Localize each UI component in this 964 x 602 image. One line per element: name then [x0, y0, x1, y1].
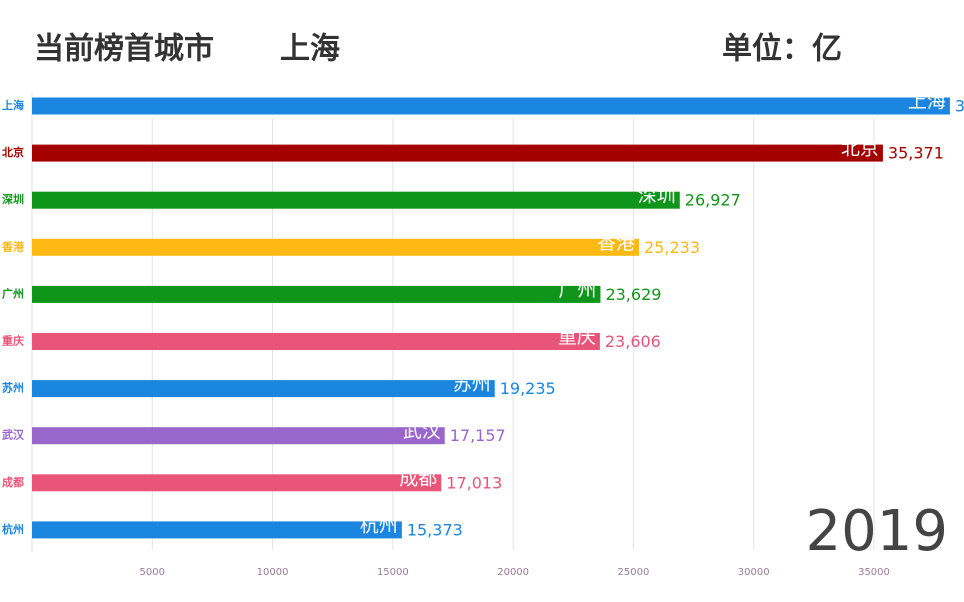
bar [32, 144, 883, 162]
x-tick-label: 25000 [618, 567, 650, 578]
x-tick-label: 30000 [738, 567, 770, 578]
bar [32, 333, 600, 350]
value-label: 17,157 [450, 426, 506, 445]
value-label: 23,629 [605, 285, 661, 304]
bar [32, 191, 680, 209]
value-label: 17,013 [446, 473, 502, 492]
y-tick-label: 武汉 [2, 428, 25, 442]
y-tick-label: 广州 [2, 286, 24, 300]
bar [32, 380, 495, 398]
bar-name: 广州 [558, 279, 596, 301]
value-label: 38,155 [955, 97, 964, 116]
leader: 上海 [280, 32, 340, 67]
x-tick-label: 35000 [858, 567, 890, 578]
y-tick-label: 深圳 [2, 192, 24, 206]
bar-name: 成都 [399, 467, 437, 489]
bar [32, 97, 950, 115]
y-tick-label: 杭州 [2, 522, 24, 536]
bar-name: 重庆 [558, 326, 596, 348]
bar-name: 苏州 [453, 373, 491, 395]
value-label: 19,235 [500, 379, 556, 398]
unit: 单位：亿 [722, 32, 842, 67]
bar-name: 杭州 [360, 514, 398, 536]
value-label: 26,927 [685, 191, 741, 210]
bar-name: 深圳 [638, 185, 676, 207]
bar-name: 上海 [908, 91, 946, 113]
y-tick-label: 上海 [2, 98, 24, 112]
y-tick-label: 香港 [1, 239, 25, 253]
bar-name: 北京 [841, 138, 879, 160]
bar-name: 香港 [597, 232, 635, 254]
year: 2019 [805, 499, 948, 564]
y-tick-label: 苏州 [2, 381, 24, 395]
y-tick-label: 成都 [2, 475, 24, 489]
x-tick-label: 20000 [497, 567, 529, 578]
bar [32, 427, 445, 445]
x-tick-label: 10000 [257, 567, 289, 578]
value-label: 23,606 [605, 332, 661, 351]
y-tick-label: 北京 [2, 145, 24, 159]
value-label: 25,233 [644, 238, 700, 257]
y-tick-label: 重庆 [2, 334, 24, 348]
chart-title: 当前榜首城市 [34, 32, 214, 67]
bar [32, 238, 640, 256]
bar [32, 521, 402, 539]
bar [32, 285, 601, 303]
value-label: 35,371 [888, 144, 944, 163]
bar [32, 474, 442, 492]
x-tick-label: 15000 [377, 567, 409, 578]
bar-name: 武汉 [403, 420, 441, 442]
x-tick-label: 5000 [140, 567, 165, 578]
value-label: 15,373 [407, 520, 463, 539]
